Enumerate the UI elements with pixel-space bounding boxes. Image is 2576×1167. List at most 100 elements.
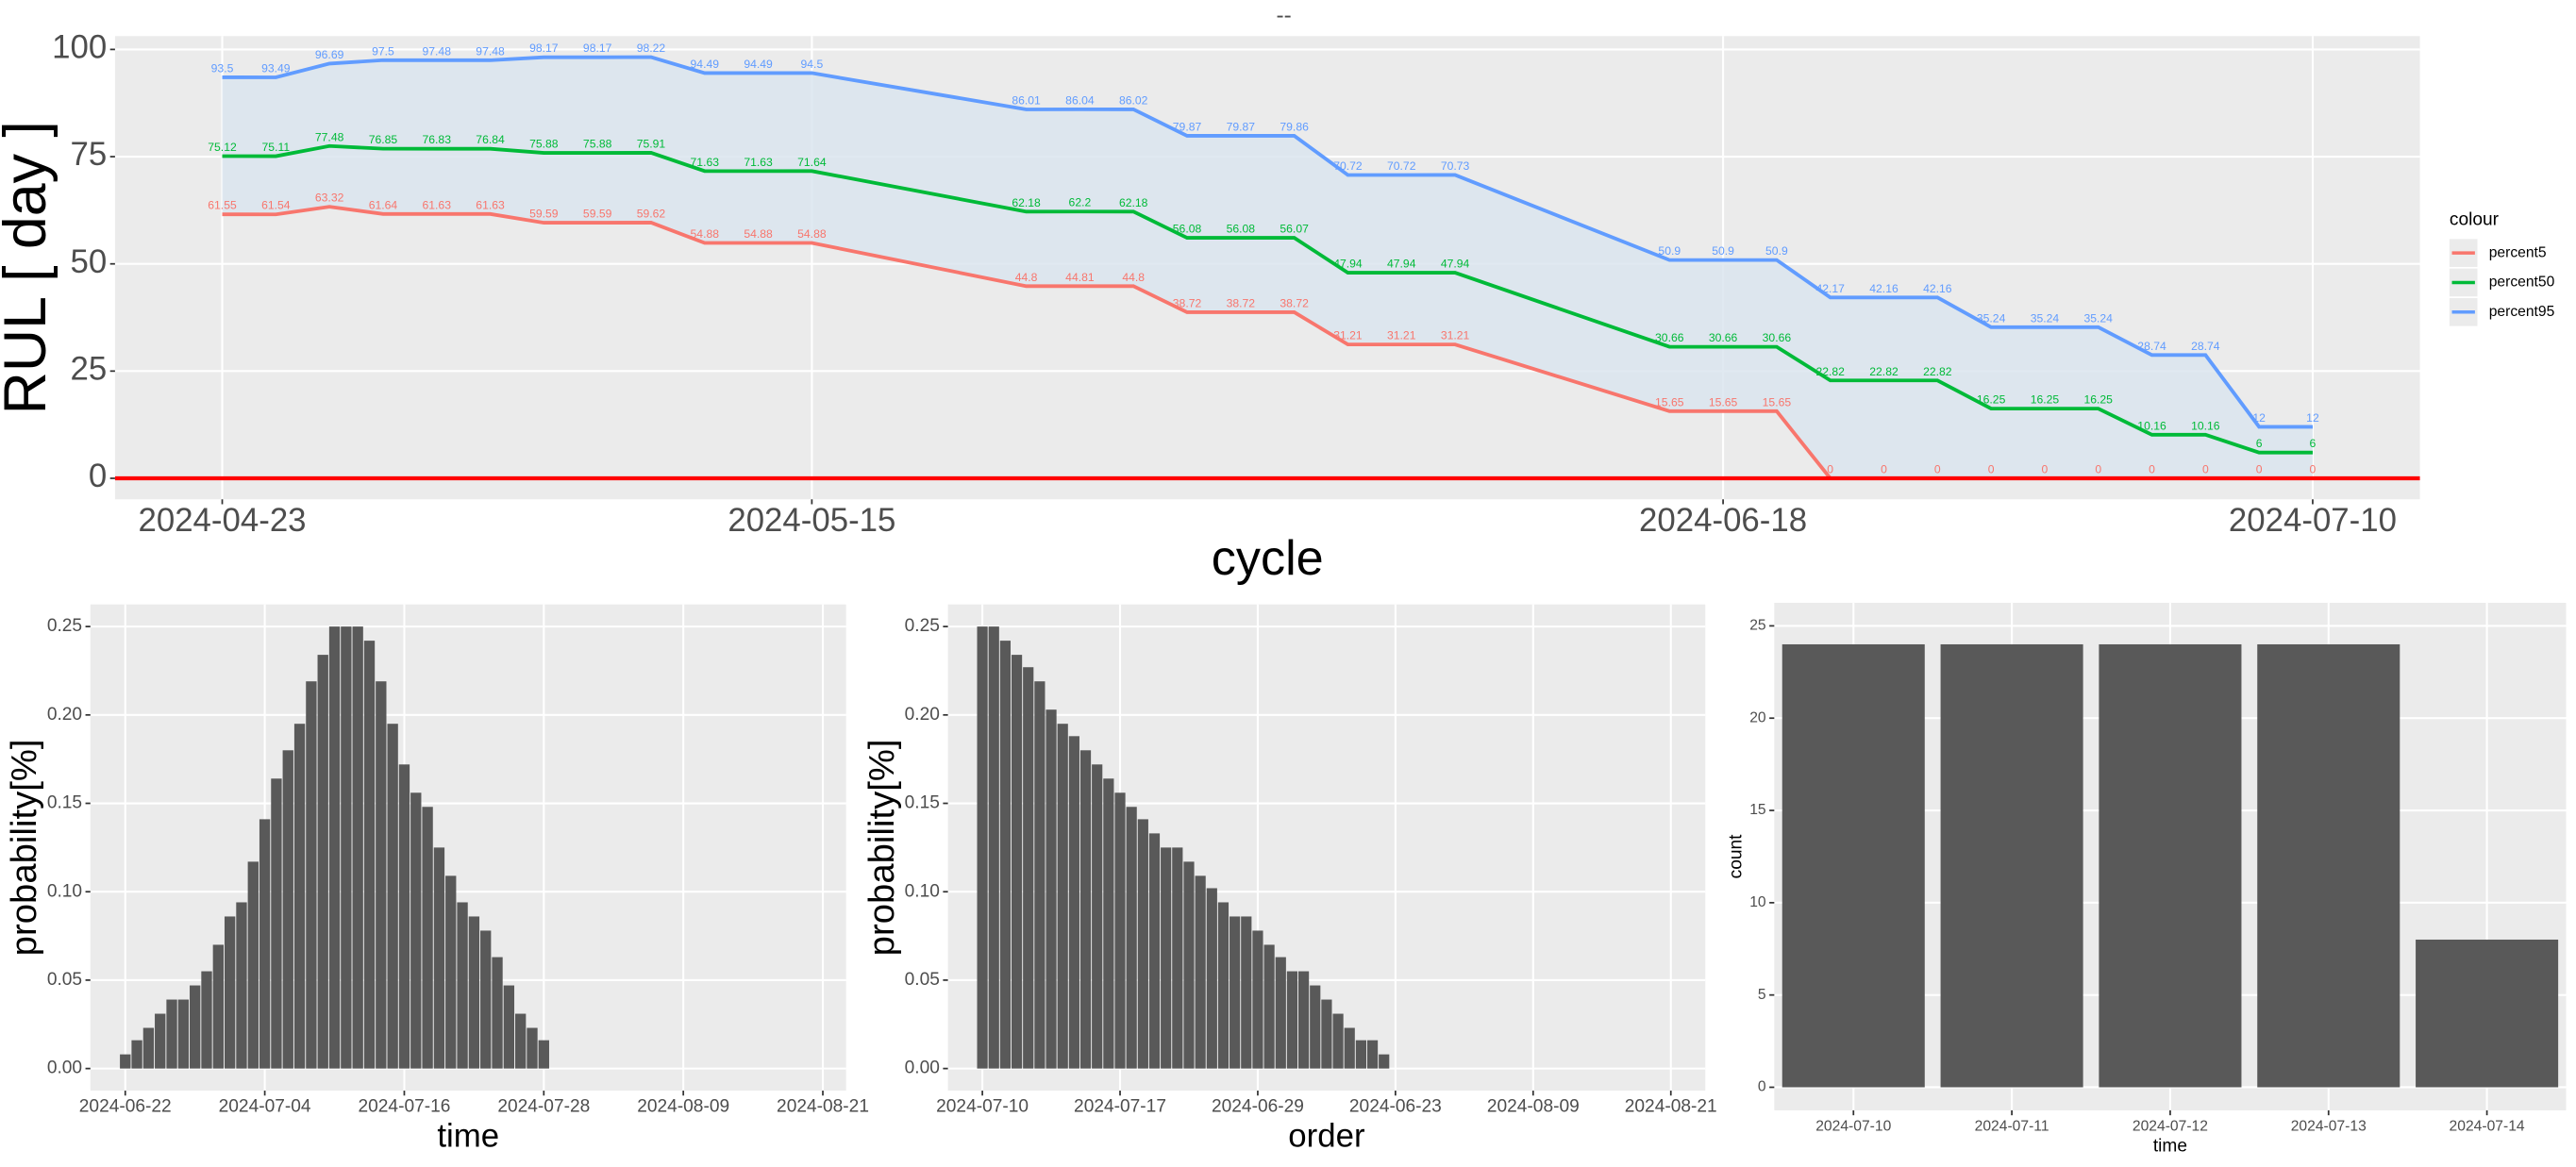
data-label: 22.82 bbox=[1815, 365, 1845, 378]
data-label: 16.25 bbox=[1977, 393, 2006, 407]
bar bbox=[492, 957, 503, 1069]
bar bbox=[306, 681, 317, 1069]
x-tick-label: 2024-06-22 bbox=[79, 1097, 172, 1117]
bar bbox=[247, 861, 259, 1069]
legend-label: percent5 bbox=[2489, 244, 2547, 260]
bar bbox=[1079, 750, 1092, 1069]
data-label: 15.65 bbox=[1709, 395, 1738, 408]
y-tick-label: 0.05 bbox=[47, 970, 82, 990]
data-label: 42.17 bbox=[1815, 282, 1845, 295]
x-tick-label: 2024-07-13 bbox=[2291, 1118, 2367, 1134]
y-tick-label: 10 bbox=[1749, 894, 1766, 910]
data-label: 6 bbox=[2310, 437, 2317, 450]
data-label: 75.88 bbox=[529, 138, 559, 151]
bar bbox=[1092, 764, 1103, 1069]
data-label: 0 bbox=[1881, 463, 1887, 476]
data-label: 38.72 bbox=[1227, 296, 1256, 309]
data-label: 35.24 bbox=[2083, 311, 2113, 325]
bar bbox=[1263, 944, 1275, 1069]
data-label: 50.9 bbox=[1712, 244, 1734, 258]
data-label: 10.16 bbox=[2137, 419, 2166, 432]
bar bbox=[433, 847, 445, 1069]
legend-label: percent95 bbox=[2489, 304, 2555, 320]
y-tick-label: 0.20 bbox=[905, 705, 940, 725]
bar bbox=[142, 1027, 155, 1069]
chart-title: -- bbox=[1277, 3, 1292, 28]
bar bbox=[468, 916, 480, 1069]
data-label: 96.69 bbox=[315, 48, 344, 61]
data-label: 77.48 bbox=[315, 130, 344, 143]
data-label: 97.5 bbox=[372, 44, 394, 58]
data-label: 75.12 bbox=[208, 141, 237, 154]
bar bbox=[201, 971, 212, 1069]
data-label: 31.21 bbox=[1441, 329, 1470, 342]
data-label: 35.24 bbox=[1977, 311, 2006, 325]
bar bbox=[1379, 1054, 1390, 1069]
data-label: 71.64 bbox=[797, 156, 827, 169]
bar bbox=[1114, 792, 1126, 1069]
data-label: 28.74 bbox=[2191, 340, 2220, 353]
data-label: 98.17 bbox=[529, 42, 559, 55]
data-label: 71.63 bbox=[691, 156, 720, 169]
bar bbox=[410, 792, 422, 1069]
bar bbox=[2416, 939, 2559, 1088]
data-label: 61.63 bbox=[476, 198, 505, 211]
x-tick-label: 2024-05-15 bbox=[728, 502, 895, 539]
data-label: 42.16 bbox=[1923, 282, 1952, 295]
data-label: 31.21 bbox=[1333, 329, 1363, 342]
data-label: 97.48 bbox=[423, 44, 452, 58]
data-label: 0 bbox=[2310, 463, 2317, 476]
data-label: 59.59 bbox=[529, 208, 559, 221]
data-label: 75.91 bbox=[637, 137, 666, 150]
x-axis-label: cycle bbox=[1212, 531, 1324, 586]
data-label: 44.81 bbox=[1065, 271, 1095, 284]
y-tick-label: 100 bbox=[52, 29, 107, 66]
data-label: 61.64 bbox=[369, 198, 398, 211]
y-tick-label: 20 bbox=[1749, 709, 1766, 725]
data-label: 86.02 bbox=[1119, 93, 1148, 107]
bar bbox=[1161, 847, 1172, 1069]
bar bbox=[1321, 999, 1332, 1069]
data-label: 31.21 bbox=[1387, 329, 1416, 342]
x-tick-label: 2024-08-21 bbox=[777, 1097, 869, 1117]
data-label: 35.24 bbox=[2031, 311, 2060, 325]
data-label: 0 bbox=[2202, 463, 2209, 476]
bar bbox=[259, 819, 271, 1069]
x-axis-label: time bbox=[437, 1118, 499, 1155]
legend-title: colour bbox=[2450, 209, 2500, 229]
bar bbox=[1183, 861, 1195, 1069]
data-label: 0 bbox=[2042, 463, 2049, 476]
x-tick-label: 2024-08-09 bbox=[637, 1097, 729, 1117]
bar bbox=[1023, 667, 1034, 1069]
data-label: 76.83 bbox=[423, 133, 452, 146]
bar bbox=[1217, 902, 1229, 1069]
data-label: 47.94 bbox=[1387, 258, 1416, 271]
data-label: 79.87 bbox=[1173, 120, 1202, 133]
bar bbox=[177, 999, 190, 1069]
bar bbox=[1103, 778, 1114, 1069]
bar bbox=[1206, 888, 1217, 1069]
data-label: 54.88 bbox=[691, 227, 720, 241]
bar bbox=[398, 764, 410, 1069]
data-label: 47.94 bbox=[1441, 258, 1470, 271]
data-label: 61.54 bbox=[261, 199, 291, 212]
bar bbox=[1011, 655, 1023, 1069]
x-tick-label: 2024-07-17 bbox=[1074, 1097, 1166, 1117]
data-label: 30.66 bbox=[1709, 331, 1738, 344]
y-tick-label: 0.10 bbox=[47, 881, 82, 901]
y-axis-label: RUL [ day ] bbox=[0, 121, 59, 414]
bar bbox=[1940, 643, 2083, 1088]
bar bbox=[515, 1013, 527, 1069]
x-tick-label: 2024-08-21 bbox=[1625, 1097, 1717, 1117]
series-line bbox=[222, 143, 2313, 455]
data-label: 0 bbox=[1988, 463, 1995, 476]
bar bbox=[224, 916, 236, 1069]
data-label: 28.74 bbox=[2137, 340, 2166, 353]
bar bbox=[1241, 916, 1252, 1069]
y-tick-label: 25 bbox=[1749, 618, 1766, 634]
data-label: 38.72 bbox=[1280, 296, 1309, 309]
bar bbox=[1148, 833, 1161, 1069]
x-tick-label: 2024-07-16 bbox=[359, 1097, 451, 1117]
bar bbox=[457, 902, 468, 1069]
